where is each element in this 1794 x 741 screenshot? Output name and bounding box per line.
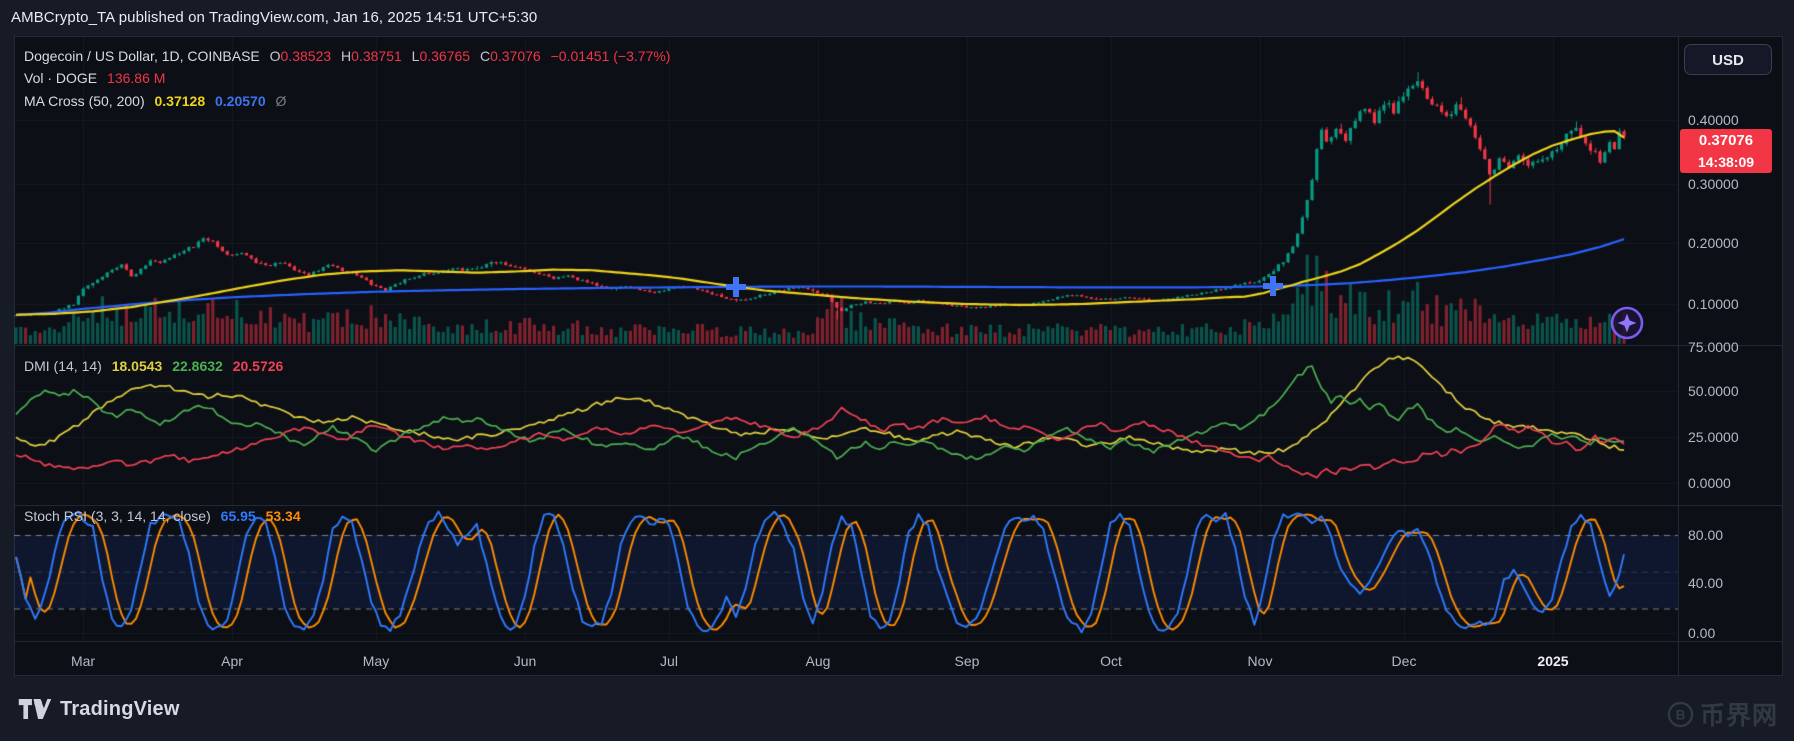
volume-label[interactable]: Vol · DOGE (24, 70, 98, 86)
stoch-tick-label: 0.00 (1688, 625, 1716, 641)
ma200-value: 0.20570 (215, 93, 266, 109)
dmi-tick-label: 25.0000 (1688, 429, 1739, 445)
time-axis-month-label: Aug (805, 653, 831, 669)
ohlc-l-label: L (411, 48, 420, 64)
publish-info: AMBCrypto_TA published on TradingView.co… (11, 9, 538, 26)
dmi-label[interactable]: DMI (14, 14) (24, 358, 102, 374)
ohlc-close: 0.37076 (490, 48, 541, 64)
volume-legend[interactable]: Vol · DOGE 136.86 M (24, 70, 171, 86)
time-axis-month-label: Sep (954, 653, 980, 669)
bar-countdown: 14:38:09 (1697, 154, 1755, 170)
dmi-minus-di-value: 20.5726 (232, 358, 284, 374)
stoch-tick-label: 40.00 (1688, 575, 1724, 591)
site-watermark: B 币界网 (1667, 696, 1778, 732)
publish-bar: AMBCrypto_TA published on TradingView.co… (0, 0, 1794, 36)
ohlc-h-label: H (341, 48, 352, 64)
svg-text:B: B (1676, 707, 1686, 722)
stoch-k-value: 65.95 (220, 508, 256, 524)
dmi-legend[interactable]: DMI (14, 14) 18.0543 22.8632 20.5726 (24, 358, 289, 374)
time-axis-month-label: Jul (660, 653, 678, 669)
pane-separator-time-axis (15, 641, 1782, 642)
dmi-tick-label: 0.0000 (1688, 475, 1731, 491)
watermark-text: 币界网 (1699, 702, 1778, 730)
price-tick-label: 0.40000 (1688, 112, 1739, 128)
last-price-value: 0.37076 (1698, 132, 1754, 149)
chart-canvas[interactable] (14, 36, 1783, 676)
ohlc-o-label: O (269, 48, 281, 64)
tradingview-brand-text: TradingView (60, 697, 180, 720)
time-axis-year-label: 2025 (1537, 653, 1569, 669)
stoch-rsi-label[interactable]: Stoch RSI (3, 3, 14, 14, close) (24, 508, 211, 524)
pane-separator-price-dmi[interactable] (15, 345, 1782, 346)
time-axis-month-label: May (362, 653, 390, 669)
price-tick-label: 0.30000 (1688, 176, 1739, 192)
time-axis-month-label: Dec (1391, 653, 1417, 669)
stoch-tick-label: 80.00 (1688, 527, 1724, 543)
symbol-title[interactable]: Dogecoin / US Dollar, 1D, COINBASE (24, 48, 260, 64)
dmi-plus-di-value: 22.8632 (172, 358, 223, 374)
ohlc-low: 0.36765 (419, 48, 471, 64)
ma-cross-legend[interactable]: MA Cross (50, 200) 0.37128 0.20570 Ø (24, 93, 292, 109)
ma-cross-label[interactable]: MA Cross (50, 200) (24, 93, 145, 109)
time-axis-month-label: Apr (221, 653, 243, 669)
last-price-badge: 0.37076 14:38:09 (1680, 129, 1772, 173)
ma-death-cross-marker-icon (726, 277, 746, 297)
sparkle-ai-icon[interactable] (1609, 305, 1645, 341)
time-axis-month-label: Mar (70, 653, 96, 669)
currency-toggle-button[interactable]: USD (1684, 44, 1772, 75)
symbol-legend[interactable]: Dogecoin / US Dollar, 1D, COINBASE O0.38… (24, 48, 676, 64)
footer: TradingView B 币界网 (0, 676, 1794, 741)
time-axis-month-label: Nov (1247, 653, 1273, 669)
ma-golden-cross-marker-icon (1263, 276, 1283, 296)
ohlc-c-label: C (479, 48, 491, 64)
ma-cross-source-symbol: Ø (275, 93, 287, 109)
dmi-tick-label: 50.0000 (1688, 383, 1739, 399)
coin-watermark-icon: B (1667, 701, 1694, 727)
ohlc-open: 0.38523 (280, 48, 332, 64)
tradingview-brand-link[interactable]: TradingView (18, 694, 180, 724)
time-axis-month-label: Jun (513, 653, 537, 669)
stoch-d-value: 53.34 (265, 508, 301, 524)
dmi-adx-value: 18.0543 (111, 358, 163, 374)
time-axis-month-label: Oct (1100, 653, 1122, 669)
price-tick-label: 0.10000 (1688, 296, 1739, 312)
ohlc-high: 0.38751 (351, 48, 402, 64)
pane-separator-dmi-stoch[interactable] (15, 505, 1782, 506)
volume-value: 136.86 M (107, 70, 166, 86)
price-scale-separator (1678, 37, 1679, 675)
tradingview-logo-icon (18, 698, 52, 720)
ohlc-change: −0.01451 (−3.77%) (550, 48, 671, 64)
price-tick-label: 0.20000 (1688, 235, 1739, 251)
dmi-tick-label: 75.0000 (1688, 339, 1739, 355)
ma50-value: 0.37128 (154, 93, 206, 109)
stoch-rsi-legend[interactable]: Stoch RSI (3, 3, 14, 14, close) 65.95 53… (24, 508, 307, 524)
